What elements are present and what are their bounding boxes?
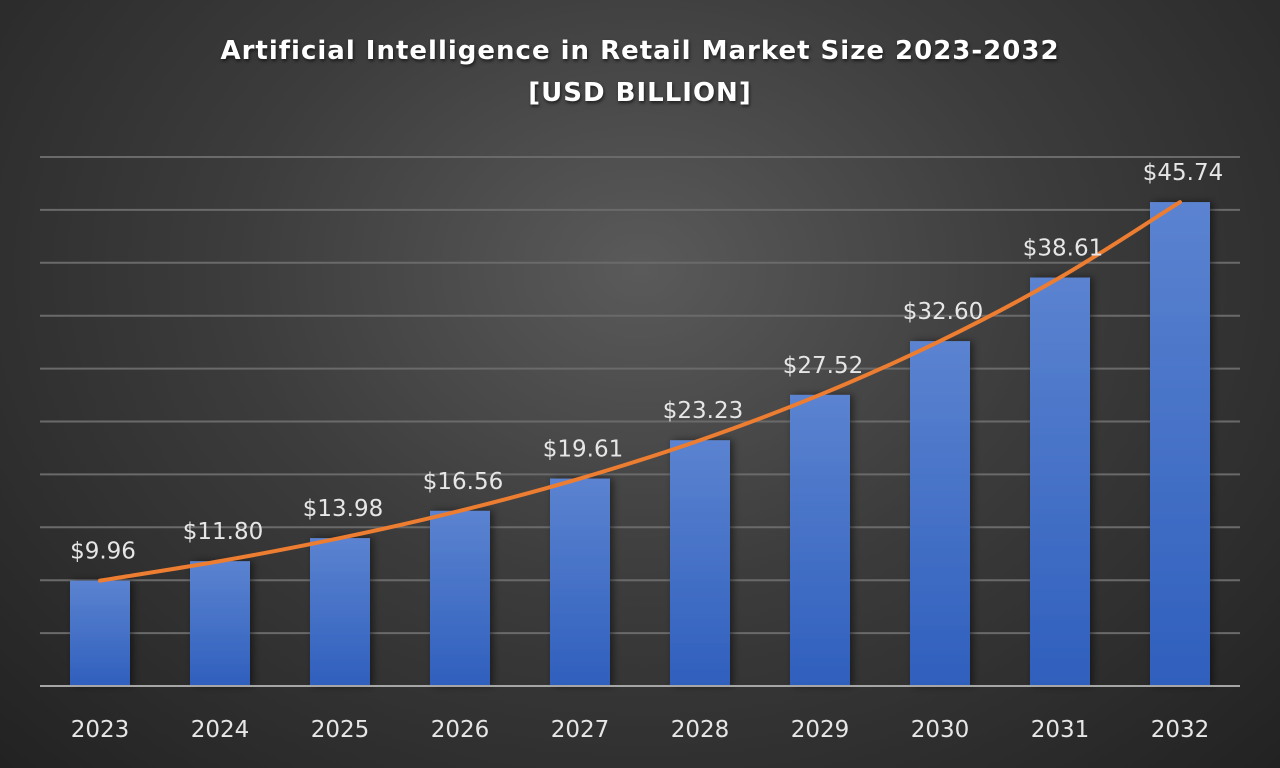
x-tick-label: 2032 <box>1151 717 1210 743</box>
bars <box>70 202 1210 686</box>
x-tick-label: 2028 <box>671 717 730 743</box>
bar-2026 <box>430 510 490 686</box>
data-label: $16.56 <box>423 469 503 495</box>
data-label: $27.52 <box>783 353 863 379</box>
data-labels: $9.96 $11.80 $13.98 $16.56 $19.61 $23.23 $27.5… <box>70 160 1223 565</box>
data-label: $45.74 <box>1143 160 1223 186</box>
data-label: $13.98 <box>303 496 383 522</box>
chart-title: Artificial Intelligence in Retail Market… <box>0 30 1280 114</box>
data-label: $23.23 <box>663 398 743 424</box>
x-tick-label: 2025 <box>311 717 370 743</box>
x-tick-label: 2029 <box>791 717 850 743</box>
bar-2025 <box>310 538 370 686</box>
chart-title-line1: Artificial Intelligence in Retail Market… <box>220 36 1060 66</box>
x-tick-label: 2030 <box>911 717 970 743</box>
bar-2027 <box>550 478 610 686</box>
x-tick-label: 2031 <box>1031 717 1090 743</box>
x-tick-label: 2023 <box>71 717 130 743</box>
trendline <box>98 200 1182 583</box>
data-label: $9.96 <box>70 539 136 565</box>
data-label: $19.61 <box>543 437 623 463</box>
data-label: $38.61 <box>1023 236 1103 262</box>
bar-2028 <box>670 440 730 686</box>
chart-title-line2: [USD BILLION] <box>528 78 752 108</box>
bar-2023 <box>70 580 130 686</box>
bar-2030 <box>910 341 970 686</box>
bar-2031 <box>1030 277 1090 686</box>
x-tick-label: 2026 <box>431 717 490 743</box>
bar-2032 <box>1150 202 1210 686</box>
data-label: $11.80 <box>183 519 263 545</box>
bar-2029 <box>790 394 850 686</box>
data-label: $32.60 <box>903 299 983 325</box>
x-tick-label: 2024 <box>191 717 250 743</box>
bar-2024 <box>190 561 250 686</box>
x-tick-label: 2027 <box>551 717 610 743</box>
x-axis-tick-labels: 2023 2024 2025 2026 2027 2028 2029 2030 2031 2032 <box>71 717 1210 743</box>
